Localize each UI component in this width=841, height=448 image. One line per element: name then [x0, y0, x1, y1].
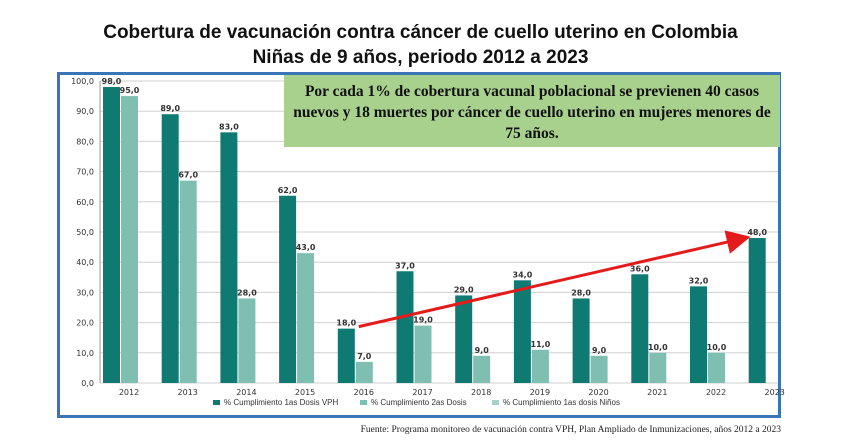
y-tick-label: 20,0: [76, 319, 94, 328]
legend-swatch: [213, 400, 220, 405]
y-tick-label: 90,0: [76, 107, 94, 116]
data-label: 11,0: [531, 340, 551, 349]
x-tick-label: 2012: [119, 388, 139, 397]
data-label: 19,0: [413, 316, 433, 325]
y-tick-label: 30,0: [76, 288, 94, 297]
data-label: 98,0: [102, 77, 122, 86]
bar--cumplimiento-1as-dosis-vph: [337, 328, 355, 383]
bar--cumplimiento-1as-dosis-vph: [748, 238, 766, 383]
bar--cumplimiento-2as-dosis: [355, 361, 373, 383]
legend-label: % Cumplimiento 1as Dosis VPH: [224, 398, 339, 407]
x-tick-label: 2017: [412, 388, 432, 397]
bar--cumplimiento-1as-dosis-vph: [690, 286, 707, 383]
bar--cumplimiento-2as-dosis: [473, 355, 491, 383]
data-label: 67,0: [178, 171, 198, 180]
data-label: 10,0: [648, 343, 668, 352]
bar--cumplimiento-1as-dosis-vph: [455, 295, 473, 383]
bar--cumplimiento-2as-dosis: [414, 325, 432, 383]
y-tick-label: 60,0: [76, 198, 94, 207]
y-tick-label: 80,0: [76, 137, 94, 146]
data-label: 34,0: [513, 270, 533, 279]
x-tick-label: 2020: [588, 388, 608, 397]
data-label: 28,0: [237, 288, 257, 297]
x-tick-label: 2016: [354, 388, 374, 397]
bar--cumplimiento-2as-dosis: [708, 352, 725, 383]
data-label: 95,0: [120, 86, 140, 95]
data-label: 9,0: [592, 346, 607, 355]
y-tick-label: 70,0: [76, 168, 94, 177]
x-tick-label: 2022: [706, 388, 726, 397]
data-label: 28,0: [571, 288, 591, 297]
legend-label: % Cumplimiento 2as Dosis: [371, 398, 467, 407]
bar--cumplimiento-2as-dosis: [297, 253, 315, 383]
data-label: 43,0: [296, 243, 316, 252]
bar--cumplimiento-1as-dosis-vph: [631, 274, 649, 383]
data-label: 89,0: [160, 104, 180, 113]
bar--cumplimiento-2as-dosis: [590, 355, 608, 383]
x-tick-label: 2021: [647, 388, 667, 397]
data-label: 18,0: [336, 319, 356, 328]
legend-item-2: % Cumplimiento 2as Dosis: [360, 398, 467, 407]
data-label: 7,0: [357, 352, 372, 361]
y-tick-label: 10,0: [76, 349, 94, 358]
source-note: Fuente: Programa monitoreo de vacunación…: [360, 425, 781, 435]
trend-arrow: [358, 230, 751, 329]
legend-item-3: % Cumplimiento 1as dosis Niños: [492, 398, 620, 407]
chart-title-line2: Niñas de 9 años, periodo 2012 a 2023: [252, 47, 589, 68]
y-tick-label: 40,0: [76, 258, 94, 267]
bar--cumplimiento-1as-dosis-vph: [572, 298, 590, 383]
data-label: 10,0: [707, 343, 727, 352]
data-label: 37,0: [395, 261, 415, 270]
x-tick-label: 2023: [765, 388, 785, 397]
chart-frame: [57, 72, 781, 418]
legend-swatch: [492, 400, 499, 405]
data-label: 32,0: [689, 276, 709, 285]
data-label: 48,0: [747, 228, 767, 237]
y-tick-label: 50,0: [76, 228, 94, 237]
data-label: 62,0: [278, 186, 298, 195]
chart-title-line1: Cobertura de vacunación contra cáncer de…: [103, 22, 738, 43]
x-tick-label: 2015: [295, 388, 315, 397]
y-tick-label: 0,0: [81, 379, 94, 388]
bar--cumplimiento-1as-dosis-vph: [513, 280, 531, 383]
bar--cumplimiento-2as-dosis: [531, 349, 549, 383]
data-label: 29,0: [454, 285, 474, 294]
x-tick-label: 2014: [236, 388, 256, 397]
bar--cumplimiento-1as-dosis-vph: [396, 271, 414, 383]
legend-label: % Cumplimiento 1as dosis Niños: [503, 398, 620, 407]
legend-swatch: [360, 400, 367, 405]
x-tick-label: 2018: [471, 388, 491, 397]
bar--cumplimiento-1as-dosis-vph: [103, 87, 120, 383]
bar--cumplimiento-1as-dosis-vph: [161, 114, 179, 383]
bar--cumplimiento-2as-dosis: [238, 298, 256, 383]
annotation-box: Por cada 1% de cobertura vacunal poblaci…: [284, 75, 780, 147]
y-tick-label: 100,0: [71, 77, 94, 86]
bar--cumplimiento-2as-dosis: [649, 352, 667, 383]
data-label: 9,0: [475, 346, 490, 355]
legend-item-1: % Cumplimiento 1as Dosis VPH: [213, 398, 338, 407]
bar--cumplimiento-1as-dosis-vph: [220, 132, 238, 383]
data-label: 83,0: [219, 122, 239, 131]
x-tick-label: 2019: [530, 388, 550, 397]
bar--cumplimiento-1as-dosis-vph: [279, 195, 297, 383]
x-tick-label: 2013: [178, 388, 198, 397]
bar--cumplimiento-2as-dosis: [121, 96, 138, 383]
data-label: 36,0: [630, 264, 650, 273]
bar--cumplimiento-2as-dosis: [179, 180, 197, 383]
